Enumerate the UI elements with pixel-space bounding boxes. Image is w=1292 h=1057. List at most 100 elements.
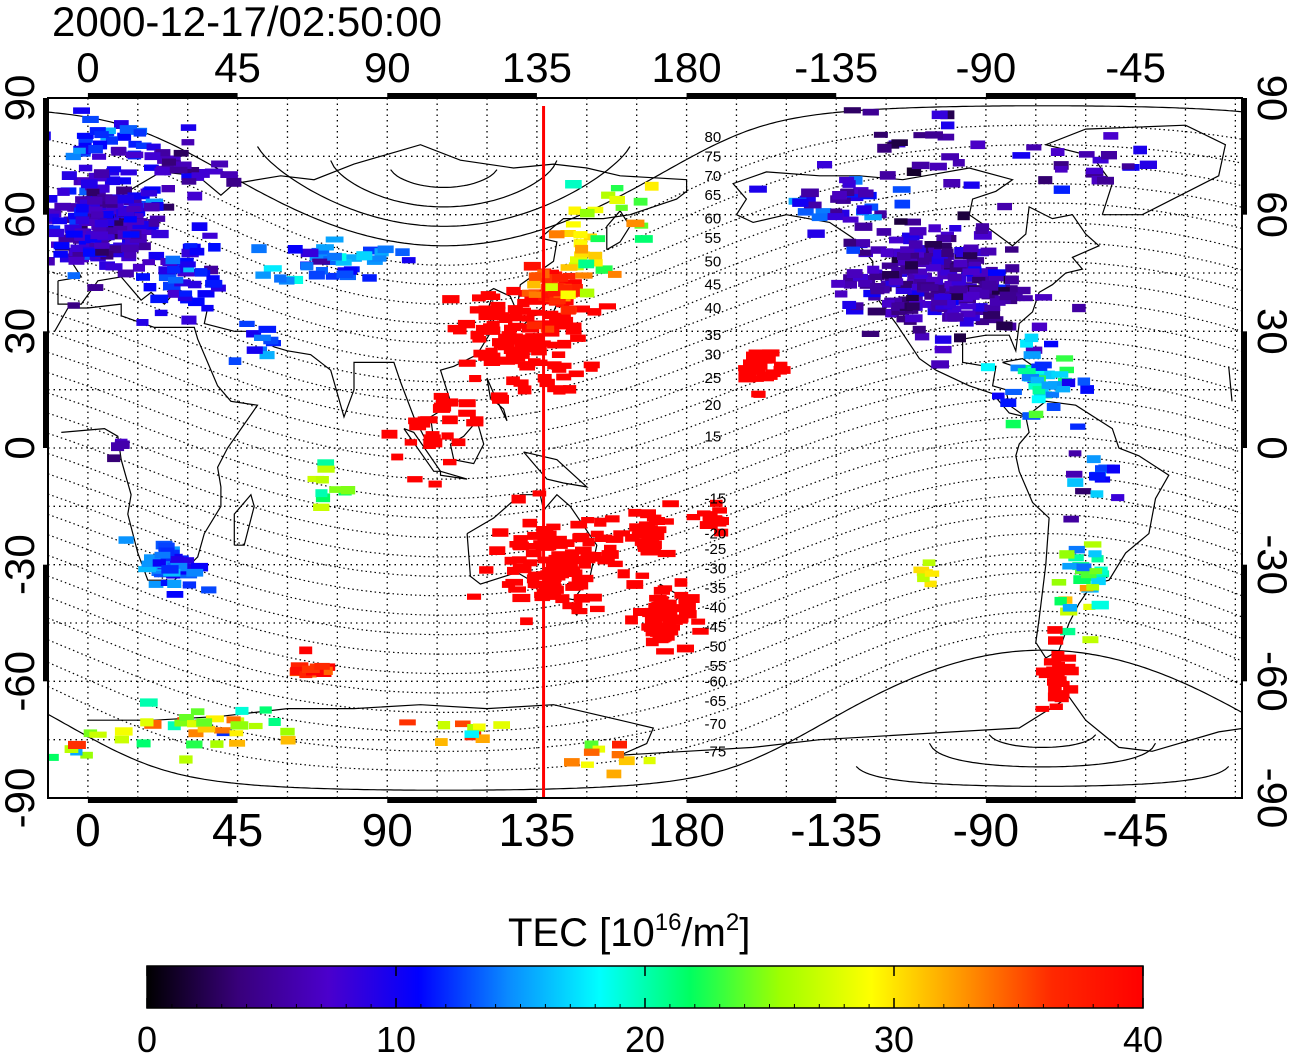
colorbar-tick-label: 40 <box>1123 1019 1163 1057</box>
tec-observation-pixel <box>891 139 908 146</box>
tec-observation-pixel <box>187 720 203 728</box>
tec-observation-pixel <box>48 257 55 266</box>
tec-observation-pixel <box>601 550 619 559</box>
tec-observation-pixel <box>952 159 965 167</box>
tec-observation-pixel <box>114 727 133 736</box>
contour-label: -40 <box>705 599 727 616</box>
tec-observation-pixel <box>259 706 272 714</box>
tec-observation-pixel <box>560 230 576 237</box>
tec-observation-pixel <box>230 721 249 730</box>
colorbar-tick-label: 20 <box>625 1019 665 1057</box>
tec-observation-pixel <box>539 378 552 388</box>
tec-observation-pixel <box>598 303 616 310</box>
tec-observation-pixel <box>105 195 118 205</box>
tec-observation-pixel <box>317 666 333 675</box>
tec-observation-pixel <box>963 181 980 189</box>
tec-observation-pixel <box>167 289 180 298</box>
tec-observation-pixel <box>523 559 538 567</box>
contour-label: 50 <box>705 253 722 270</box>
tec-observation-pixel <box>115 177 131 185</box>
tec-observation-pixel <box>170 562 188 572</box>
tec-observation-pixel <box>154 309 168 317</box>
dip-contour <box>48 241 1242 383</box>
tec-observation-pixel <box>853 239 871 248</box>
tec-observation-pixel <box>1086 584 1100 591</box>
bottom-lon-tick-label: -135 <box>790 804 882 856</box>
tec-observation-pixel <box>167 721 181 731</box>
tec-observation-pixel <box>653 600 670 607</box>
tec-observation-pixel <box>118 536 134 544</box>
tec-observation-pixel <box>519 363 535 371</box>
tec-observation-pixel <box>105 136 118 145</box>
tec-observation-pixel <box>490 392 508 401</box>
tec-observation-pixel <box>196 718 213 727</box>
dip-contour <box>48 202 1242 344</box>
bottom-lon-tick-label: 45 <box>212 804 263 856</box>
tec-observation-pixel <box>92 140 108 150</box>
tec-observation-pixel <box>629 523 644 532</box>
tec-observation-pixel <box>249 722 263 730</box>
tec-observation-pixel <box>551 572 566 581</box>
frame-tick-bottom <box>387 798 537 803</box>
dip-contour <box>48 260 1242 402</box>
tec-observation-pixel <box>470 416 484 424</box>
tec-observation-pixel <box>578 562 591 569</box>
tec-observation-pixel <box>173 149 189 157</box>
tec-observation-pixel <box>89 731 107 738</box>
tec-observation-pixel <box>906 302 920 311</box>
contour-label: 60 <box>705 211 722 228</box>
tec-observation-pixel <box>1052 661 1065 671</box>
tec-observation-pixel <box>190 708 205 716</box>
tec-observation-pixel <box>575 272 593 279</box>
tec-observation-pixel <box>541 269 559 277</box>
tec-observation-pixel <box>83 248 100 257</box>
tec-observation-pixel <box>647 540 662 550</box>
tec-observation-pixel <box>643 545 661 553</box>
tec-observation-pixel <box>900 246 915 253</box>
tec-observation-pixel <box>315 493 331 503</box>
tec-observation-pixel <box>547 385 565 393</box>
tec-observation-pixel <box>931 110 948 120</box>
tec-observation-pixel <box>989 275 1004 282</box>
tec-observation-pixel <box>1026 144 1042 151</box>
tec-observation-pixel <box>1088 550 1102 558</box>
tec-observation-pixel <box>565 583 580 591</box>
tec-observation-pixel <box>626 219 645 228</box>
tec-observation-pixel <box>525 333 543 342</box>
tec-observation-pixel <box>181 178 197 185</box>
tec-observation-pixel <box>263 265 282 272</box>
tec-observation-pixel <box>143 202 160 212</box>
tec-observation-pixel <box>214 727 231 734</box>
tec-observation-pixel <box>834 290 848 298</box>
tec-observation-pixel <box>1049 703 1063 710</box>
tec-observation-pixel <box>48 753 59 761</box>
frame-tick-left <box>43 564 48 682</box>
tec-observation-pixel <box>64 745 79 753</box>
tec-observation-pixel <box>665 624 680 631</box>
tec-observation-pixel <box>208 243 221 252</box>
tec-observation-pixel <box>562 272 576 280</box>
tec-observation-pixel <box>308 270 325 280</box>
tec-observation-pixel <box>313 503 330 511</box>
coastline <box>54 303 1233 581</box>
tec-observation-pixel <box>831 279 845 288</box>
tec-observation-pixel <box>672 604 685 613</box>
tec-observation-pixel <box>278 276 295 285</box>
tec-observation-pixel <box>404 439 418 446</box>
tec-observation-pixel <box>132 221 149 229</box>
tec-observation-pixel <box>574 251 590 258</box>
tec-observation-pixel <box>1059 550 1075 559</box>
right-lat-tick-label: -60 <box>1249 651 1292 712</box>
tec-observation-pixel <box>1078 151 1095 158</box>
tec-observation-pixel <box>527 309 543 316</box>
tec-observation-pixel <box>564 758 580 767</box>
tec-observation-pixel <box>399 719 416 726</box>
tec-observation-pixel <box>541 532 556 539</box>
tec-observation-pixel <box>508 586 526 593</box>
tec-observation-pixel <box>906 167 922 176</box>
tec-observation-pixel <box>154 551 171 559</box>
tec-observation-pixel <box>1012 152 1031 159</box>
tec-observation-pixel <box>937 133 955 141</box>
tec-observation-pixel <box>803 201 822 209</box>
tec-observation-pixel <box>634 235 653 243</box>
